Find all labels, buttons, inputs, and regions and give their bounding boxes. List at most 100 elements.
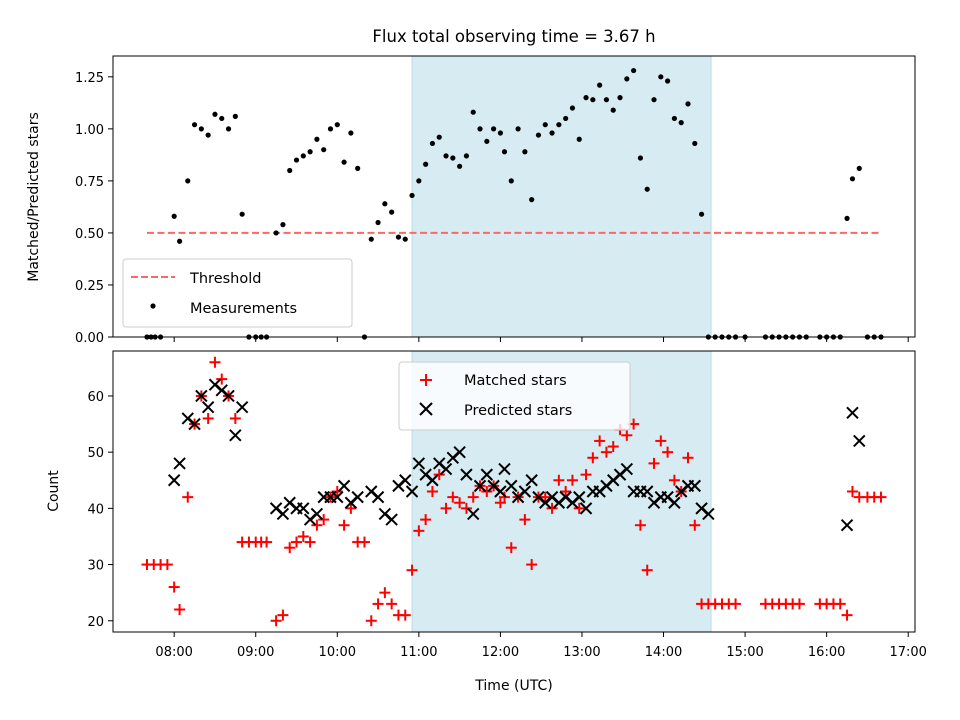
matched-star-point <box>634 519 646 531</box>
measurement-point <box>177 238 183 244</box>
predicted-star-point <box>439 462 453 476</box>
matched-star-point <box>413 525 425 537</box>
measurement-point <box>844 215 850 221</box>
measurement-point <box>549 130 555 136</box>
predicted-star-point <box>276 507 290 521</box>
predicted-star-point <box>518 485 532 498</box>
measurement-point <box>508 178 514 184</box>
measurement-point <box>617 95 623 101</box>
matched-star-point <box>600 446 612 458</box>
predicted-star-point <box>405 485 419 498</box>
matched-star-point <box>174 604 186 616</box>
measurement-point <box>463 153 470 159</box>
matched-star-point <box>365 615 377 627</box>
matched-star-point <box>399 609 411 621</box>
measurement-point <box>334 122 340 128</box>
matched-star-point <box>304 536 316 548</box>
matched-star-point <box>519 514 531 526</box>
matched-star-point <box>505 542 517 554</box>
matched-star-point <box>573 502 585 514</box>
measurement-point <box>484 138 490 144</box>
measurement-point <box>355 165 361 171</box>
matched-star-point <box>689 519 701 531</box>
measurement-point <box>665 78 671 84</box>
predicted-star-point <box>426 474 439 487</box>
measurement-point <box>300 153 306 159</box>
matched-star-point <box>841 609 853 621</box>
predicted-star-point <box>337 479 351 493</box>
bottom-y-axis-label: Count <box>46 470 62 512</box>
measurement-point <box>219 115 225 122</box>
matched-star-point <box>846 486 858 497</box>
predicted-star-point <box>702 507 715 521</box>
top-y-ticks: 0.00 0.25 0.50 0.75 1.00 1.25 <box>75 71 113 346</box>
measurement-point <box>569 105 576 111</box>
measurement-point <box>624 76 630 82</box>
predicted-star-point <box>460 468 473 481</box>
measurement-point <box>651 97 657 103</box>
legend-predicted-label: Predicted stars <box>464 403 572 419</box>
matched-star-point <box>168 581 180 593</box>
matched-star-point <box>481 486 493 497</box>
measurement-point <box>307 149 313 155</box>
predicted-star-point <box>331 490 344 504</box>
measurement-point <box>409 192 415 199</box>
matched-star-point <box>566 474 578 486</box>
measurement-point <box>450 155 456 161</box>
matched-star-point <box>655 435 667 447</box>
predicted-star-point <box>195 389 208 403</box>
predicted-star-point <box>297 502 310 515</box>
measurement-point <box>443 153 449 159</box>
matched-star-point <box>648 457 660 469</box>
matched-star-point <box>311 519 323 531</box>
matched-star-point <box>498 491 510 503</box>
measurement-point <box>375 219 381 226</box>
matched-star-point <box>209 356 221 368</box>
matched-star-point <box>526 559 538 571</box>
legend-predicted-swatch <box>419 402 433 416</box>
predicted-star-point <box>173 457 186 470</box>
measurement-point <box>470 109 476 115</box>
matched-star-point <box>261 536 273 548</box>
predicted-star-point <box>498 462 511 476</box>
measurement-point <box>457 163 463 169</box>
matched-star-point <box>372 598 384 610</box>
matched-star-point <box>182 491 194 503</box>
measurement-point <box>436 134 442 140</box>
matched-star-point <box>546 502 558 514</box>
matched-star-point <box>539 491 551 503</box>
matched-star-point <box>216 373 228 385</box>
predicted-star-point <box>385 513 398 526</box>
measurement-point <box>314 136 320 142</box>
top-y-tick-label: 1.25 <box>75 71 104 86</box>
top-y-tick-label: 0.00 <box>75 331 104 346</box>
predicted-star-point <box>371 490 385 504</box>
bottom-panel: 20 30 40 50 60 08:00 09:00 10:00 11:00 12:00 13:0… <box>46 350 927 694</box>
measurement-point <box>293 157 300 163</box>
measurement-point <box>191 122 198 128</box>
matched-star-point <box>386 598 398 610</box>
matched-star-point <box>338 519 350 531</box>
measurement-point <box>395 234 402 240</box>
measurement-point <box>232 113 238 119</box>
predicted-star-point <box>412 457 426 470</box>
measurement-point <box>563 115 569 122</box>
matched-star-point <box>454 497 466 509</box>
bottom-y-tick-label: 60 <box>87 390 104 405</box>
top-y-tick-label: 0.75 <box>75 175 104 190</box>
predicted-star-point <box>853 434 866 448</box>
top-legend-box <box>122 258 353 328</box>
measurement-point <box>515 126 521 132</box>
predicted-star-point <box>222 389 235 403</box>
matched-star-point <box>793 598 805 610</box>
predicted-star-point <box>467 507 480 521</box>
matched-star-point <box>229 412 241 424</box>
measurement-point <box>671 115 678 122</box>
matched-star-point <box>560 486 572 497</box>
predicted-star-point <box>201 400 215 414</box>
top-axes-frame <box>112 55 916 338</box>
matched-star-point <box>406 564 418 576</box>
predicted-star-point <box>473 479 487 493</box>
matched-star-point <box>297 530 309 542</box>
